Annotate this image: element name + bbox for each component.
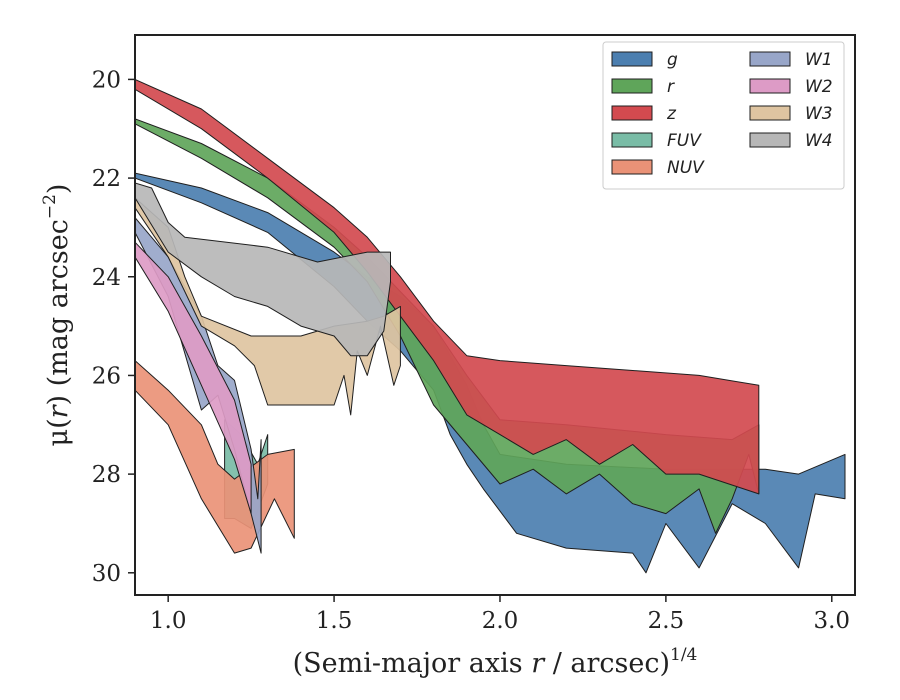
series-band-w4 (135, 182, 391, 357)
legend: grz FUV NUV W1 W2 W3 W4 (602, 41, 845, 190)
legend-label-fuv: FUV (667, 131, 702, 151)
legend-swatch-w3 (749, 105, 791, 121)
x-tick-label: 1.5 (316, 608, 353, 634)
legend-swatch-w2 (749, 78, 791, 94)
plot-frame (134, 34, 856, 596)
legend-swatch-fuv (611, 132, 653, 148)
series-band-w1 (135, 217, 262, 554)
legend-swatch-g (611, 51, 653, 67)
x-tick-label: 3.0 (813, 608, 850, 634)
legend-label-r: r (667, 77, 675, 97)
x-tick-label: 2.0 (482, 608, 519, 634)
x-axis: 1.0 1.5 2.0 2.5 3.0 (150, 595, 850, 634)
legend-label-nuv: NUV (667, 158, 705, 178)
legend-label-w1: W1 (805, 50, 833, 70)
legend-label-w2: W2 (805, 77, 833, 97)
legend-label-w4: W4 (805, 131, 833, 151)
legend-label-g: g (667, 50, 678, 70)
series-band-w3 (135, 197, 401, 416)
series-band-w2 (135, 241, 252, 515)
y-tick-label: 30 (92, 561, 121, 587)
legend-swatch-w4 (749, 132, 791, 148)
y-tick-label: 20 (92, 67, 121, 93)
y-axis: 20 22 24 26 28 30 (92, 67, 135, 587)
legend-swatch-w1 (749, 51, 791, 67)
legend-swatch-nuv (611, 159, 653, 175)
x-axis-label: (Semi-major axis r / arcsec)1/4 (293, 645, 698, 679)
legend-swatch-z (611, 105, 653, 121)
legend-label-z: z (666, 104, 677, 124)
series-layer (135, 78, 846, 574)
y-tick-label: 24 (92, 265, 121, 291)
y-tick-label: 26 (92, 363, 121, 389)
x-tick-label: 2.5 (648, 608, 685, 634)
legend-label-w3: W3 (805, 104, 833, 124)
y-axis-label: μ(r) (mag arcsec−2) (40, 184, 74, 447)
y-tick-label: 22 (92, 166, 121, 192)
y-tick-label: 28 (92, 462, 121, 488)
legend-swatch-r (611, 78, 653, 94)
x-tick-label: 1.0 (150, 608, 187, 634)
